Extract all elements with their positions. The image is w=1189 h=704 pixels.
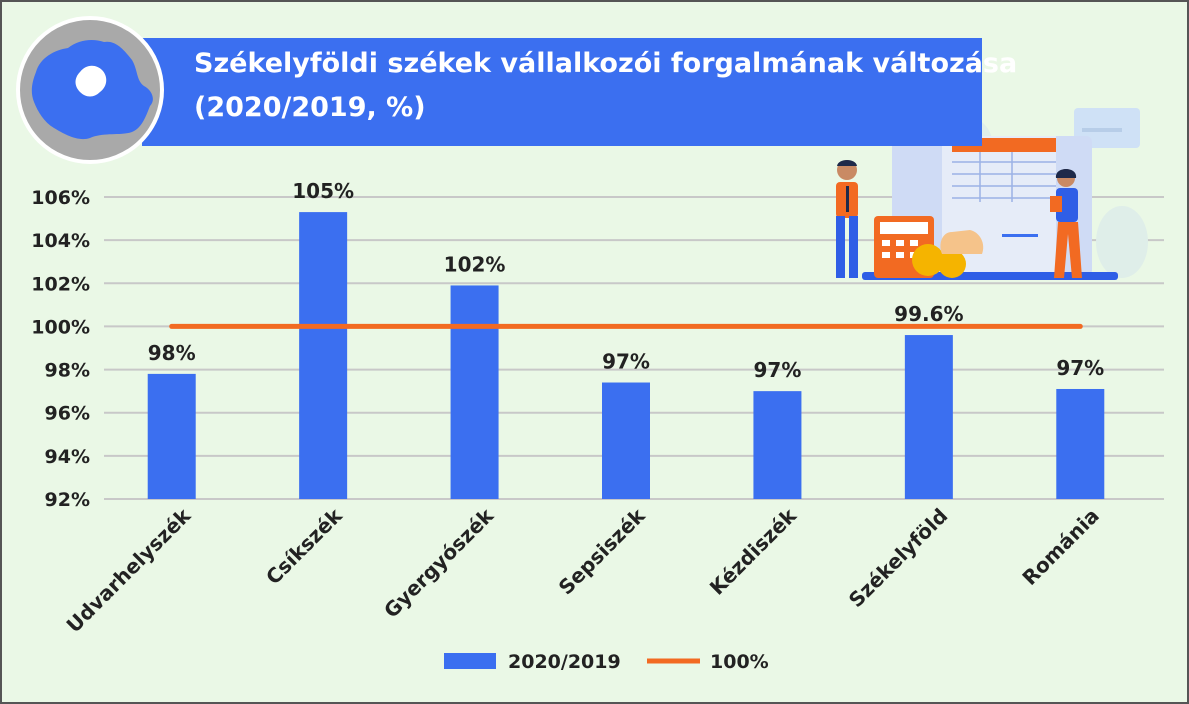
title-banner: Székelyföldi székek vállalkozói forgalmá… bbox=[142, 38, 1017, 146]
x-category-label: Udvarhelyszék bbox=[62, 503, 196, 637]
y-tick-label: 98% bbox=[45, 360, 90, 382]
legend-label-line: 100% bbox=[710, 651, 769, 673]
data-label: 97% bbox=[602, 350, 650, 374]
bar bbox=[904, 335, 953, 499]
y-tick-label: 96% bbox=[45, 403, 90, 425]
bar bbox=[450, 285, 499, 499]
chart-subtitle: (2020/2019, %) bbox=[194, 92, 426, 123]
y-tick-label: 94% bbox=[45, 446, 90, 468]
data-label: 97% bbox=[1056, 356, 1104, 380]
y-tick-label: 92% bbox=[45, 489, 90, 511]
data-label: 97% bbox=[753, 358, 801, 382]
x-category-label: Csíkszék bbox=[261, 503, 347, 589]
y-tick-label: 104% bbox=[31, 230, 90, 252]
data-label: 98% bbox=[148, 341, 196, 365]
data-label: 99.6% bbox=[894, 302, 963, 326]
office-people-illustration bbox=[802, 82, 1162, 292]
romania-map-icon bbox=[16, 16, 164, 164]
data-label: 102% bbox=[444, 252, 506, 276]
bar bbox=[602, 382, 650, 499]
legend-label-bars: 2020/2019 bbox=[508, 651, 621, 673]
y-tick-label: 100% bbox=[31, 316, 90, 338]
y-tick-label: 102% bbox=[31, 273, 90, 295]
x-category-label: Románia bbox=[1017, 504, 1103, 590]
bar bbox=[147, 373, 196, 499]
chart-title: Székelyföldi székek vállalkozói forgalmá… bbox=[194, 48, 1018, 79]
bar bbox=[753, 391, 802, 499]
legend-swatch-bars bbox=[444, 653, 496, 669]
x-category-label: Székelyföld bbox=[844, 504, 953, 613]
bar bbox=[1056, 388, 1105, 499]
y-tick-label: 106% bbox=[31, 187, 90, 209]
bar bbox=[299, 212, 348, 499]
x-category-label: Sepsiszék bbox=[554, 503, 650, 599]
data-label: 105% bbox=[292, 179, 354, 203]
x-category-label: Kézdiszék bbox=[705, 503, 802, 600]
x-category-label: Gyergyószék bbox=[379, 503, 499, 623]
